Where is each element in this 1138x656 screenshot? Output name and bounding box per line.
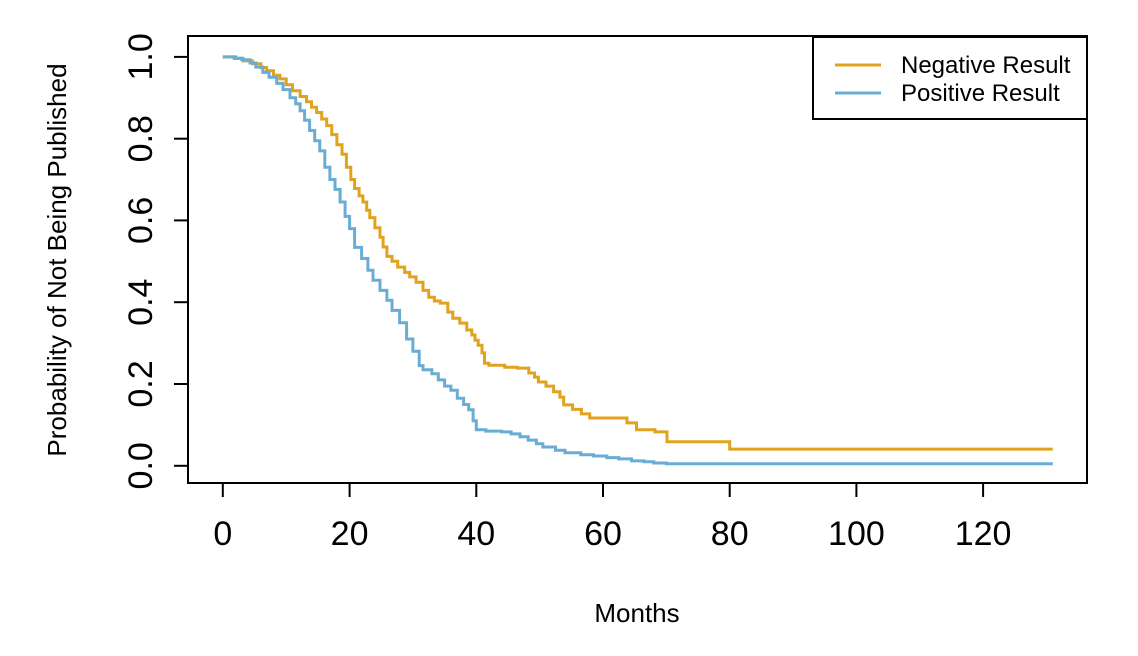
legend: Negative Result Positive Result [812,36,1088,120]
x-tick-label: 60 [584,515,622,553]
y-tick-label: 0.6 [122,197,160,244]
y-axis-title: Probability of Not Being Published [42,63,72,456]
series-positive-result-line [222,55,1053,466]
y-tick-label: 0.2 [122,360,160,407]
y-tick-label: 0.0 [122,442,160,489]
x-tick-label: 40 [457,515,495,553]
series-negative-result-line [222,55,1053,451]
axis-ticks: 0 20 40 60 80 100 120 0.0 0.2 0.4 0.6 0.8 1.0 [122,33,1011,553]
legend-negative-label: Negative Result [901,52,1071,79]
legend-box [812,36,1088,120]
x-axis-title: Months [594,598,679,628]
y-tick-label: 0.4 [122,279,160,326]
x-tick-label: 100 [828,515,885,553]
plot-box [187,35,1088,484]
x-tick-label: 120 [955,515,1012,553]
y-tick-label: 1.0 [122,33,160,80]
legend-positive-label: Positive Result [901,80,1060,107]
y-tick-label: 0.8 [122,115,160,162]
x-tick-label: 0 [213,515,232,553]
x-tick-label: 80 [711,515,749,553]
x-tick-label: 20 [331,515,369,553]
